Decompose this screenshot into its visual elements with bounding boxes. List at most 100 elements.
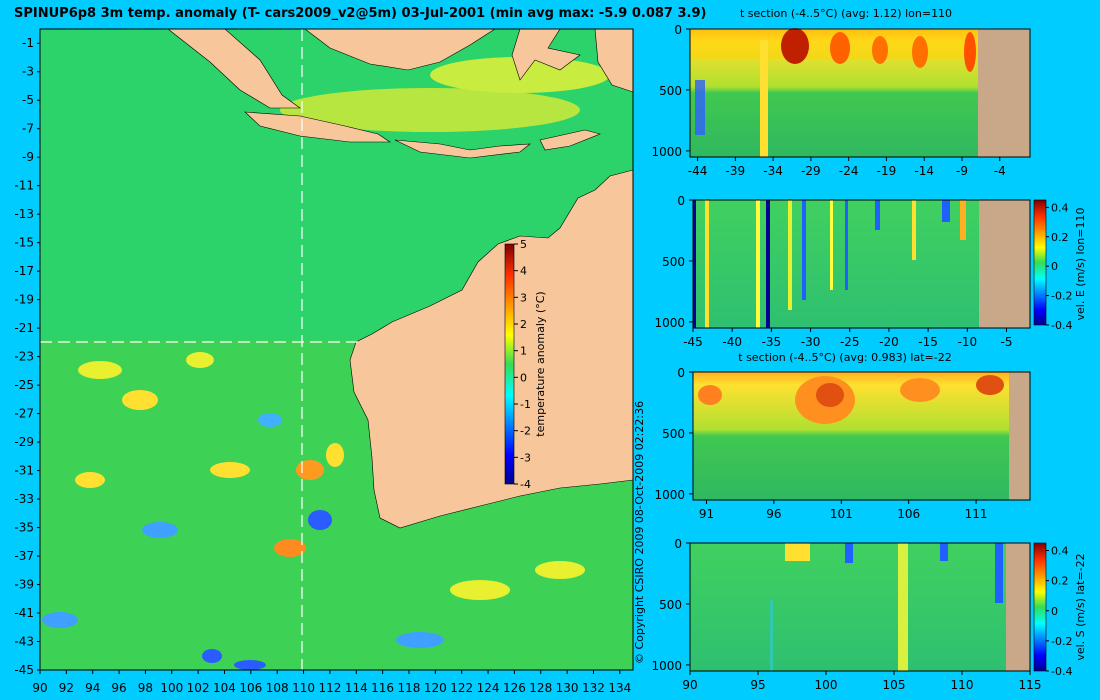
colorbar-tick-label: 0 — [520, 371, 527, 384]
colorbar-tick-label: -0.2 — [1051, 290, 1072, 303]
land-sulawesi — [511, 28, 581, 81]
map-panel: -1-3-5-7-9-11-13-15-17-19-21-23-25-27-29… — [14, 28, 634, 695]
y-tick-label: -31 — [14, 464, 34, 478]
x-tick-label: -34 — [763, 164, 783, 178]
x-tick-label: 122 — [450, 681, 473, 695]
x-tick-label: 101 — [830, 507, 853, 521]
colorbar-tick-label: 4 — [520, 265, 527, 278]
x-tick-label: -24 — [839, 164, 859, 178]
x-tick-label: -30 — [801, 335, 821, 349]
y-tick-label: 1000 — [651, 659, 682, 673]
y-tick-label: -33 — [14, 492, 34, 506]
land-java — [244, 111, 391, 143]
section-stripe — [766, 200, 770, 328]
colorbar-tick-label: -0.4 — [1051, 319, 1072, 332]
section-stripe — [898, 543, 908, 671]
x-tick-label: 114 — [345, 681, 368, 695]
section-stripe — [845, 543, 853, 563]
eddy — [258, 413, 282, 427]
x-tick-label: -5 — [1001, 335, 1013, 349]
section-warm-core — [698, 385, 722, 405]
section-stripe — [785, 543, 810, 561]
x-tick-label: 108 — [266, 681, 289, 695]
eddy — [326, 443, 344, 467]
y-tick-label: 500 — [662, 255, 685, 269]
y-tick-label: -21 — [14, 321, 34, 335]
x-tick-label: 90 — [32, 681, 47, 695]
y-tick-label: -37 — [14, 549, 34, 563]
vel-s-colorbar — [1033, 542, 1047, 672]
x-tick-label: 112 — [318, 681, 341, 695]
land-borneo — [304, 28, 497, 71]
y-tick-label: -39 — [14, 578, 34, 592]
warm-region — [280, 88, 580, 132]
section-frame — [689, 28, 1031, 158]
x-tick-label: -19 — [877, 164, 897, 178]
x-tick-label: 126 — [503, 681, 526, 695]
map-frame — [39, 28, 634, 671]
y-tick-label: -35 — [14, 521, 34, 535]
x-tick-label: 91 — [699, 507, 714, 521]
x-tick-label: 95 — [750, 678, 765, 692]
x-tick-label: 98 — [138, 681, 153, 695]
y-tick-label: -17 — [14, 264, 34, 278]
y-tick-label: -3 — [22, 65, 34, 79]
y-tick-label: 500 — [659, 598, 682, 612]
section-stripe — [995, 543, 1003, 603]
x-tick-label: 105 — [883, 678, 906, 692]
colorbar-tick-label: 0.4 — [1051, 201, 1069, 214]
section-warm-core — [781, 28, 809, 64]
x-tick-label: 96 — [111, 681, 126, 695]
section-stripe — [875, 200, 880, 230]
x-tick-label: -4 — [994, 164, 1006, 178]
y-tick-label: -43 — [14, 635, 34, 649]
y-tick-label: -13 — [14, 207, 34, 221]
x-tick-label: 124 — [477, 681, 500, 695]
x-tick-label: 96 — [766, 507, 781, 521]
colorbar-tick-label: 1 — [520, 345, 527, 358]
y-tick-label: -15 — [14, 236, 34, 250]
x-tick-label: 106 — [897, 507, 920, 521]
x-tick-label: -20 — [879, 335, 899, 349]
x-tick-label: 115 — [1019, 678, 1042, 692]
map-colorbar-ticks: 5 4 3 2 1 0 -1 -2 -3 -4 — [514, 238, 531, 491]
x-tick-label: -10 — [957, 335, 977, 349]
section-field — [693, 200, 979, 328]
x-tick-label: 120 — [424, 681, 447, 695]
eddy — [78, 361, 122, 379]
x-tick-label: -14 — [914, 164, 934, 178]
eddy — [142, 522, 178, 538]
y-tick-label: 0 — [677, 194, 685, 208]
colorbar-tick-label: 5 — [520, 238, 527, 251]
section-land — [979, 200, 1030, 328]
land-australia — [349, 169, 634, 529]
land-nusa-tenggara — [394, 139, 531, 159]
section-warm-core — [964, 32, 976, 72]
y-tick-label: 1000 — [651, 145, 682, 159]
section-warm-core — [816, 383, 844, 407]
eddy — [210, 462, 250, 478]
x-tick-label: -44 — [688, 164, 708, 178]
map-x-axis: 90 92 94 96 98 100 102 104 106 108 110 112 114 116 118… — [32, 670, 631, 695]
panel-title: t section (-4..5°C) (avg: 1.12) lon=110 — [740, 7, 952, 20]
section-land — [1009, 372, 1030, 500]
copyright-text: © Copyright CSIRO 2009 08-Oct-2009 02:22… — [633, 401, 646, 664]
map-colorbar — [504, 243, 515, 485]
x-tick-label: -35 — [762, 335, 782, 349]
section-frame — [692, 199, 1031, 329]
land-timor — [539, 129, 601, 151]
eddy — [396, 632, 444, 648]
x-tick-label: -15 — [918, 335, 938, 349]
colorbar-tick-label: 0.4 — [1051, 545, 1069, 558]
colorbar-tick-label: -4 — [520, 478, 531, 491]
x-tick-label: 134 — [608, 681, 631, 695]
main-title: SPINUP6p8 3m temp. anomaly (T- cars2009_… — [14, 6, 706, 21]
y-tick-label: 1000 — [654, 316, 685, 330]
section-warm-core — [830, 32, 850, 64]
section-field — [690, 543, 1006, 671]
y-tick-label: -5 — [22, 93, 34, 107]
y-tick-label: -27 — [14, 407, 34, 421]
y-tick-label: 0 — [674, 23, 682, 37]
eddy — [42, 612, 78, 628]
y-tick-label: -41 — [14, 606, 34, 620]
